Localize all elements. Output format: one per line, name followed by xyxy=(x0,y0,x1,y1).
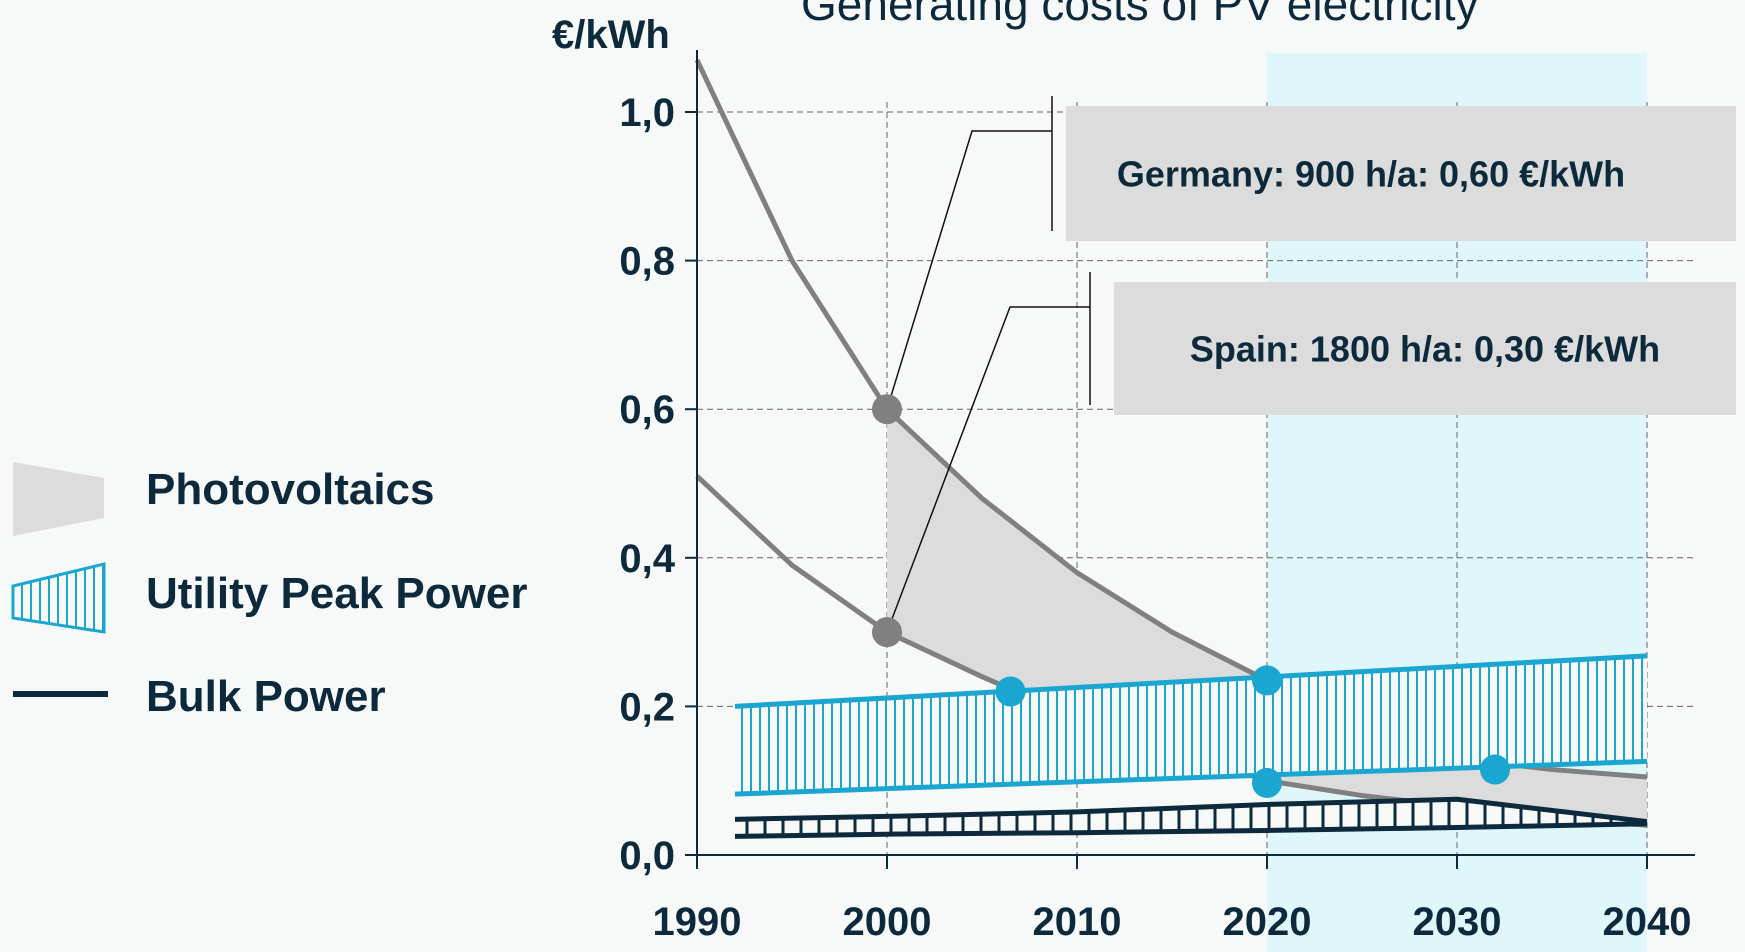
y-tick-label: 0,8 xyxy=(619,240,675,284)
x-tick-label: 1990 xyxy=(653,900,742,944)
band-edge xyxy=(734,796,1648,825)
legend-label: Bulk Power xyxy=(146,672,386,721)
chart-title: Generating costs of PV electricity xyxy=(801,0,1479,30)
x-tick-label: 2040 xyxy=(1603,900,1692,944)
y-axis-label: €/kWh xyxy=(552,13,670,57)
y-tick-label: 0,4 xyxy=(619,537,675,581)
annotation-box xyxy=(1066,106,1736,241)
band-area xyxy=(735,655,1647,795)
legend-swatch xyxy=(11,562,106,634)
y-tick-label: 0,0 xyxy=(619,834,675,878)
y-tick-label: 0,2 xyxy=(619,685,675,729)
x-tick-label: 2000 xyxy=(843,900,932,944)
x-tick-label: 2020 xyxy=(1223,900,1312,944)
x-tick-label: 2030 xyxy=(1413,900,1502,944)
legend-label: Utility Peak Power xyxy=(146,569,527,618)
band-edge xyxy=(734,653,1648,709)
y-tick-label: 1,0 xyxy=(619,91,675,135)
annotation-text: Germany: 900 h/a: 0,60 €/kWh xyxy=(1117,154,1625,195)
data-point xyxy=(995,676,1026,707)
leader-line xyxy=(886,306,1090,633)
band-edge xyxy=(734,821,1648,839)
data-point xyxy=(1252,665,1282,696)
legend-swatch xyxy=(13,462,104,536)
x-tick-label: 2010 xyxy=(1033,900,1122,944)
annotation-box xyxy=(1114,282,1736,415)
data-point xyxy=(1252,767,1282,798)
data-point xyxy=(872,394,902,425)
data-point xyxy=(872,617,902,648)
legend-label: Photovoltaics xyxy=(146,465,435,514)
data-point xyxy=(1480,754,1510,785)
leader-line xyxy=(886,130,1052,410)
annotation-text: Spain: 1800 h/a: 0,30 €/kWh xyxy=(1190,329,1660,370)
y-tick-label: 0,6 xyxy=(619,388,675,432)
